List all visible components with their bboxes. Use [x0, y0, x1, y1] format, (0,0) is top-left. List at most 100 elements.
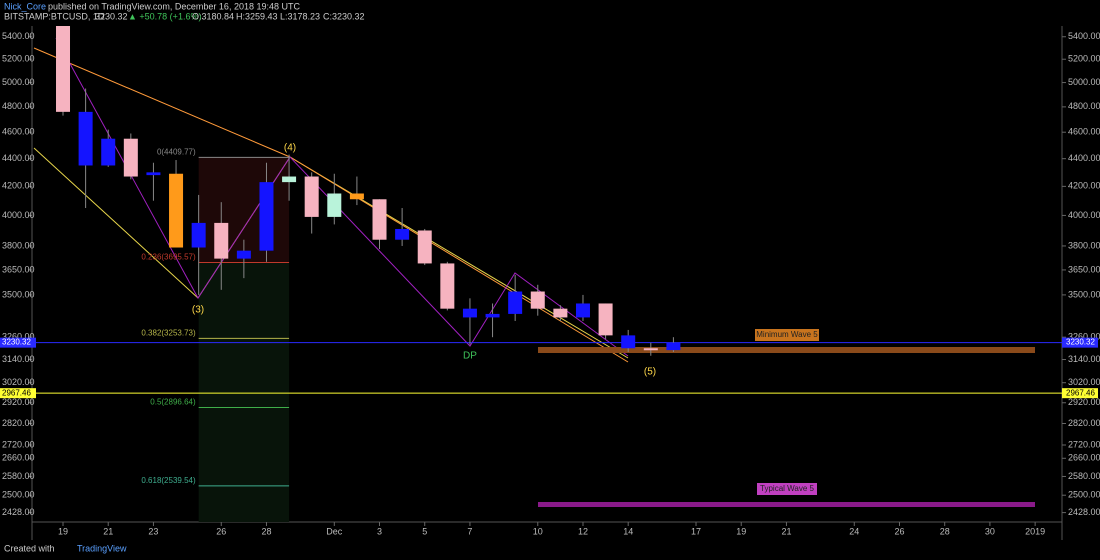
price-tag [1062, 337, 1098, 348]
y-tick-label: 3800.00 [2, 240, 35, 250]
x-tick-label: 5 [422, 526, 427, 536]
y-tick-label: 4600.00 [2, 127, 35, 137]
minimum-wave-label: Minimum Wave 5 [756, 330, 818, 339]
candle-body [146, 172, 161, 176]
x-tick-label: 14 [623, 526, 633, 536]
y-tick-label: 5200.00 [2, 54, 35, 64]
y-tick-label: 2428.00 [1068, 507, 1100, 517]
candle-body [530, 291, 545, 309]
y-tick-label: 3650.00 [1068, 264, 1100, 274]
x-tick-label: 12 [578, 526, 588, 536]
y-tick-label: 5000.00 [2, 77, 35, 87]
x-tick-label: 26 [216, 526, 226, 536]
y-tick-label: 5200.00 [1068, 54, 1100, 64]
y-tick-label: 4400.00 [2, 153, 35, 163]
y-tick-label: 2428.00 [2, 507, 35, 517]
x-tick-label: 26 [894, 526, 904, 536]
candle-body [78, 111, 93, 166]
x-tick-label: 10 [533, 526, 543, 536]
y-tick-label: 2820.00 [1068, 418, 1100, 428]
y-tick-label: 5400.00 [1068, 31, 1100, 41]
y-tick-label: 2500.00 [2, 490, 35, 500]
price-tag-label: 2967.46 [2, 388, 31, 397]
x-tick-label: 30 [985, 526, 995, 536]
candle-body [56, 26, 71, 112]
x-tick-label: 3 [377, 526, 382, 536]
y-tick-label: 4400.00 [1068, 153, 1100, 163]
candle-body [191, 222, 206, 248]
x-tick-label: 28 [261, 526, 271, 536]
candle-body [643, 348, 658, 351]
y-tick-label: 3020.00 [1068, 377, 1100, 387]
y-tick-label: 4800.00 [1068, 101, 1100, 111]
wave-label: (3) [192, 305, 204, 316]
y-tick-label: 3260.00 [2, 332, 35, 342]
trend-line [55, 37, 629, 357]
y-tick-label: 2660.00 [1068, 453, 1100, 463]
y-tick-label: 5000.00 [1068, 77, 1100, 87]
y-tick-label: 2720.00 [2, 439, 35, 449]
candle-body [666, 342, 681, 351]
candle-body [395, 228, 410, 240]
candle-body [349, 193, 364, 200]
candle-body [101, 138, 116, 166]
y-tick-label: 2820.00 [2, 418, 35, 428]
candle-body [236, 250, 251, 259]
x-tick-label: 2019 [1025, 526, 1045, 536]
dp-label: DP [463, 351, 477, 362]
candle-body [327, 193, 342, 217]
candle-body [553, 308, 568, 318]
typical-wave-label-box [757, 483, 817, 495]
fib-label: 0(4409.77) [157, 147, 196, 156]
candle-body [282, 176, 297, 183]
symbol: BITSTAMP:BTCUSD, 1D [4, 11, 105, 21]
change: ▲ +50.78 (+1.6%) [128, 11, 201, 21]
y-tick-label: 2920.00 [2, 397, 35, 407]
y-tick-label: 4000.00 [1068, 210, 1100, 220]
y-tick-label: 3140.00 [2, 354, 35, 364]
minimum-wave-label-box [755, 329, 819, 341]
x-tick-label: 7 [467, 526, 472, 536]
x-tick-label: 23 [148, 526, 158, 536]
price-tag-label: 3230.32 [2, 338, 31, 347]
fib-label: 0.618(2539.54) [141, 476, 196, 485]
y-tick-label: 4000.00 [2, 210, 35, 220]
candle-body [598, 303, 613, 336]
candle-body [123, 138, 138, 177]
x-tick-label: Dec [326, 526, 343, 536]
price-tag [0, 388, 36, 399]
candle-body [259, 182, 274, 251]
y-tick-label: 5400.00 [2, 31, 35, 41]
x-tick-label: 19 [736, 526, 746, 536]
candle-body [372, 199, 387, 240]
y-tick-label: 3500.00 [1068, 289, 1100, 299]
candle-body [621, 335, 636, 349]
y-tick-label: 3260.00 [1068, 332, 1100, 342]
wave-label: (5) [644, 367, 656, 378]
y-tick-label: 3020.00 [2, 377, 35, 387]
y-tick-label: 2660.00 [2, 453, 35, 463]
ohlc-high: H:3259.43 [236, 11, 278, 21]
candles [56, 26, 681, 356]
author: Nick_Core [4, 1, 46, 11]
x-tick-label: 17 [691, 526, 701, 536]
price-tag-label: 3230.32 [1066, 338, 1095, 347]
candle-body [485, 313, 500, 318]
y-tick-label: 3650.00 [2, 264, 35, 274]
x-tick-label: 21 [103, 526, 113, 536]
x-tick-label: 19 [58, 526, 68, 536]
y-tick-label: 2580.00 [2, 471, 35, 481]
candle-body [417, 230, 432, 264]
y-tick-label: 3140.00 [1068, 354, 1100, 364]
y-tick-label: 4800.00 [2, 101, 35, 111]
ohlc-low: L:3178.23 [280, 11, 320, 21]
y-tick-label: 2580.00 [1068, 471, 1100, 481]
fib-zone [198, 262, 290, 522]
footer-brand: TradingView [77, 543, 127, 553]
fib-label: 0.5(2896.64) [150, 398, 196, 407]
y-tick-label: 3500.00 [2, 289, 35, 299]
candle-body [214, 222, 229, 259]
